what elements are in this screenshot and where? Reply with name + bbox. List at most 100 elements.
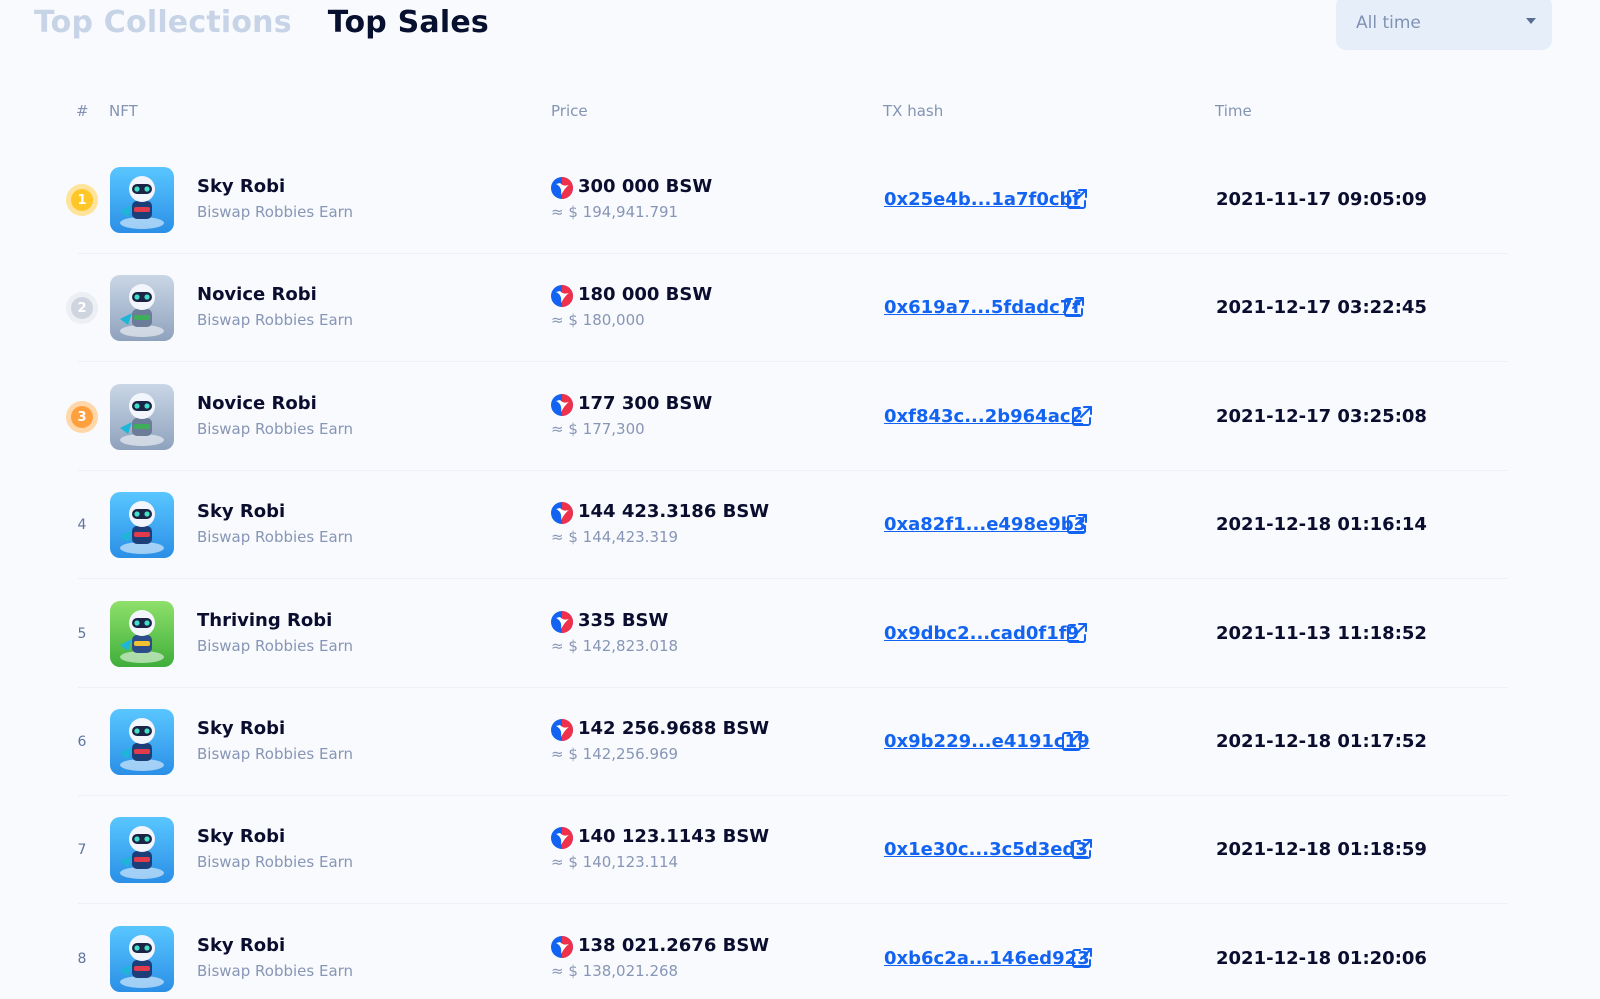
- nft-name[interactable]: Sky Robi: [197, 718, 286, 739]
- header-time: Time: [1215, 102, 1252, 120]
- nft-thumbnail[interactable]: [110, 384, 174, 450]
- rank-cell: 7: [77, 796, 87, 904]
- tx-hash-link[interactable]: 0xb6c2a...146ed923: [884, 948, 1090, 969]
- price-usd: ≈ $ 180,000: [551, 311, 645, 329]
- nft-thumbnail[interactable]: [110, 601, 174, 667]
- price-usd: ≈ $ 138,021.268: [551, 962, 679, 980]
- price-bsw: 140 123.1143 BSW: [578, 826, 770, 847]
- bsw-token-icon: [551, 719, 573, 741]
- nft-name[interactable]: Sky Robi: [197, 826, 286, 847]
- price-bsw: 180 000 BSW: [578, 284, 713, 305]
- table-row[interactable]: 3 Novice Robi Biswap Robbies Earn: [66, 363, 1508, 471]
- external-link-icon[interactable]: [1066, 513, 1088, 535]
- header-rank: #: [76, 102, 89, 120]
- external-link-icon[interactable]: [1061, 730, 1083, 752]
- nft-thumbnail[interactable]: [110, 492, 174, 558]
- bsw-token-icon: [551, 285, 573, 307]
- nft-thumbnail[interactable]: [110, 709, 174, 775]
- tx-hash-link[interactable]: 0x619a7...5fdadc7f: [884, 297, 1081, 318]
- rank-number: 8: [77, 951, 87, 967]
- rank-cell: 4: [77, 471, 87, 579]
- nft-name[interactable]: Sky Robi: [197, 501, 286, 522]
- gold-medal-icon: 1: [66, 184, 98, 216]
- rank-number: 3: [71, 406, 93, 428]
- table-row[interactable]: 5 Thriving Robi Biswap Robbies Earn: [78, 580, 1508, 688]
- price-bsw: 138 021.2676 BSW: [578, 935, 770, 956]
- table-row[interactable]: 4 Sky Robi Biswap Robbies Earn: [78, 471, 1508, 579]
- sale-time: 2021-12-18 01:18:59: [1216, 839, 1427, 860]
- tx-hash-link[interactable]: 0xf843c...2b964ac2: [884, 406, 1084, 427]
- time-range-value: All time: [1356, 13, 1421, 33]
- collection-name: Biswap Robbies Earn: [197, 528, 354, 546]
- price-usd: ≈ $ 144,423.319: [551, 528, 679, 546]
- table-row[interactable]: 2 Novice Robi Biswap Robbies Earn: [66, 254, 1508, 362]
- rank-number: 7: [77, 842, 87, 858]
- rank-number: 4: [77, 517, 87, 533]
- collection-name: Biswap Robbies Earn: [197, 311, 354, 329]
- tab-top-collections[interactable]: Top Collections: [34, 5, 292, 40]
- tx-hash-link[interactable]: 0x9b229...e4191c19: [884, 731, 1090, 752]
- silver-medal-icon: 2: [66, 292, 98, 324]
- nft-name[interactable]: Novice Robi: [197, 393, 317, 414]
- sale-time: 2021-12-18 01:16:14: [1216, 514, 1427, 535]
- nft-name[interactable]: Sky Robi: [197, 935, 286, 956]
- tabs: Top Collections Top Sales: [34, 4, 489, 42]
- rank-cell: 5: [77, 580, 87, 688]
- table-row[interactable]: 7 Sky Robi Biswap Robbies Earn: [78, 796, 1508, 904]
- rank-cell: 6: [77, 688, 87, 796]
- price-usd: ≈ $ 142,823.018: [551, 637, 679, 655]
- price-bsw: 300 000 BSW: [578, 176, 713, 197]
- nft-thumbnail[interactable]: [110, 167, 174, 233]
- rank-number: 6: [77, 734, 87, 750]
- external-link-icon[interactable]: [1066, 622, 1088, 644]
- table-row[interactable]: 6 Sky Robi Biswap Robbies Earn: [78, 688, 1508, 796]
- external-link-icon[interactable]: [1071, 405, 1093, 427]
- bsw-token-icon: [551, 611, 573, 633]
- price-bsw: 142 256.9688 BSW: [578, 718, 770, 739]
- sale-time: 2021-11-13 11:18:52: [1216, 623, 1427, 644]
- external-link-icon[interactable]: [1066, 188, 1088, 210]
- table-row[interactable]: 1 Sky Robi Biswap Robbies Earn: [66, 146, 1508, 254]
- external-link-icon[interactable]: [1071, 838, 1093, 860]
- price-usd: ≈ $ 177,300: [551, 420, 645, 438]
- nft-thumbnail[interactable]: [110, 926, 174, 992]
- chevron-down-icon: [1526, 18, 1536, 24]
- table-row[interactable]: 8 Sky Robi Biswap Robbies Earn: [78, 905, 1508, 999]
- tab-top-sales[interactable]: Top Sales: [327, 5, 489, 40]
- collection-name: Biswap Robbies Earn: [197, 203, 354, 221]
- header-price: Price: [551, 102, 588, 120]
- collection-name: Biswap Robbies Earn: [197, 745, 354, 763]
- nft-name[interactable]: Sky Robi: [197, 176, 286, 197]
- collection-name: Biswap Robbies Earn: [197, 962, 354, 980]
- nft-name[interactable]: Novice Robi: [197, 284, 317, 305]
- sale-time: 2021-11-17 09:05:09: [1216, 189, 1427, 210]
- tx-hash-link[interactable]: 0x9dbc2...cad0f1f9: [884, 623, 1080, 644]
- rank-number: 2: [71, 297, 93, 319]
- collection-name: Biswap Robbies Earn: [197, 637, 354, 655]
- nft-thumbnail[interactable]: [110, 275, 174, 341]
- header-tx-hash: TX hash: [883, 102, 944, 120]
- bsw-token-icon: [551, 177, 573, 199]
- bsw-token-icon: [551, 936, 573, 958]
- bsw-token-icon: [551, 502, 573, 524]
- price-usd: ≈ $ 140,123.114: [551, 853, 679, 871]
- rank-number: 1: [71, 189, 93, 211]
- sale-time: 2021-12-17 03:25:08: [1216, 406, 1427, 427]
- rank-number: 5: [77, 626, 87, 642]
- tx-hash-link[interactable]: 0x1e30c...3c5d3ed3: [884, 839, 1088, 860]
- tx-hash-link[interactable]: 0xa82f1...e498e9b3: [884, 514, 1087, 535]
- time-range-select[interactable]: All time: [1336, 0, 1552, 50]
- nft-thumbnail[interactable]: [110, 817, 174, 883]
- external-link-icon[interactable]: [1063, 296, 1085, 318]
- bsw-token-icon: [551, 827, 573, 849]
- sale-time: 2021-12-17 03:22:45: [1216, 297, 1427, 318]
- sale-time: 2021-12-18 01:17:52: [1216, 731, 1427, 752]
- nft-name[interactable]: Thriving Robi: [197, 610, 333, 631]
- collection-name: Biswap Robbies Earn: [197, 853, 354, 871]
- external-link-icon[interactable]: [1071, 947, 1093, 969]
- bronze-medal-icon: 3: [66, 401, 98, 433]
- header-nft: NFT: [109, 102, 138, 120]
- price-bsw: 335 BSW: [578, 610, 669, 631]
- tx-hash-link[interactable]: 0x25e4b...1a7f0cbf: [884, 189, 1081, 210]
- price-bsw: 144 423.3186 BSW: [578, 501, 770, 522]
